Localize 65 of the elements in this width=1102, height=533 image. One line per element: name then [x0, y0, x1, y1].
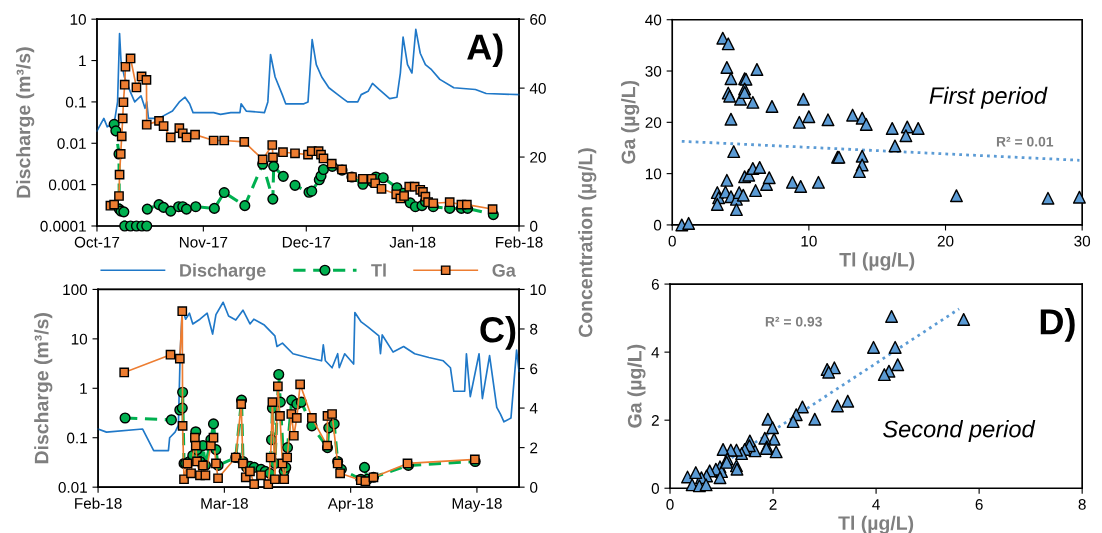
x-tick-label: Apr-18	[327, 497, 373, 512]
legend-label: Ga	[492, 263, 516, 277]
y-tick-label: 4	[651, 347, 660, 358]
y-tick-label: 6	[651, 278, 659, 290]
legend-label: Discharge	[180, 263, 266, 281]
x-tick-label: Dec-17	[282, 236, 331, 248]
annotation: R² = 0.93	[765, 316, 822, 327]
x-tick-label: Nov-17	[179, 236, 228, 248]
y2-tick-label: 2	[530, 442, 538, 454]
y-tick-label: 0.1	[67, 432, 87, 444]
x-tick-label: Mar-18	[201, 497, 248, 509]
y2-tick-label: 4	[529, 403, 538, 414]
x-tick-label: 6	[975, 499, 983, 510]
y-tick-label: 10	[70, 14, 86, 25]
x-tick-label: Oct-17	[74, 236, 120, 248]
y-tick-label: 0.1	[65, 96, 86, 108]
annotation: R² = 0.01	[996, 136, 1054, 147]
x-tick-label: 4	[872, 499, 880, 510]
y2-tick-label: 40	[529, 82, 546, 94]
x-axis-title: Tl (µg/L)	[839, 252, 915, 271]
y2-tick-label: 6	[530, 363, 538, 375]
y-tick-label: 0.01	[58, 482, 87, 493]
x-tick-label: 0	[668, 235, 676, 247]
y-axis-title: Ga (µg/L)	[627, 344, 646, 428]
y-axis-title: Discharge (m³/s)	[16, 47, 35, 198]
x-tick-label: 20	[937, 235, 954, 247]
y-tick-label: 1	[80, 383, 87, 394]
x-tick-label: Feb-18	[496, 236, 543, 248]
y-tick-label: 2	[651, 415, 659, 426]
y-tick-label: 100	[63, 284, 88, 296]
y-tick-label: 20	[645, 117, 662, 129]
y-tick-label: 1	[79, 55, 86, 67]
y-tick-label: 0.001	[48, 179, 86, 191]
legend-label: Tl	[371, 263, 386, 277]
y2-tick-label: 8	[530, 323, 538, 335]
y-tick-label: 0	[653, 219, 662, 231]
x-tick-label: May-18	[452, 497, 502, 512]
y-tick-label: 40	[645, 14, 662, 26]
x-tick-label: 10	[801, 235, 817, 247]
y2-tick-label: 20	[530, 151, 546, 163]
x-tick-label: Jan-18	[389, 236, 436, 248]
y-tick-label: 10	[645, 168, 662, 180]
y-axis-title: Ga (µg/L)	[621, 80, 640, 164]
x-tick-label: Feb-18	[75, 497, 122, 509]
y-tick-label: 0.01	[57, 138, 86, 149]
x-tick-label: 0	[666, 499, 674, 510]
y-tick-label: 10	[71, 333, 88, 345]
y-tick-label: 0	[651, 483, 659, 494]
y2-tick-label: 0	[530, 482, 538, 493]
y-tick-label: 30	[645, 65, 662, 77]
annotation: Second period	[883, 420, 1036, 443]
x-tick-label: 8	[1078, 499, 1086, 510]
annotation: C)	[480, 316, 516, 350]
x-tick-label: 2	[769, 499, 777, 510]
annotation: A)	[467, 33, 503, 68]
annotation: D)	[1040, 308, 1075, 342]
y2-tick-label: 0	[530, 220, 538, 232]
y-axis-title: Discharge (m³/s)	[34, 313, 53, 464]
y2-tick-label: 10	[530, 284, 546, 296]
y2-tick-label: 60	[530, 14, 546, 25]
y-tick-label: 0.0001	[40, 220, 86, 232]
x-tick-label: 30	[1074, 235, 1091, 247]
x-axis-title: Tl (µg/L)	[838, 515, 914, 533]
annotation: First period	[929, 86, 1048, 109]
y2-axis-title: Concentration (µg/L)	[578, 148, 597, 337]
